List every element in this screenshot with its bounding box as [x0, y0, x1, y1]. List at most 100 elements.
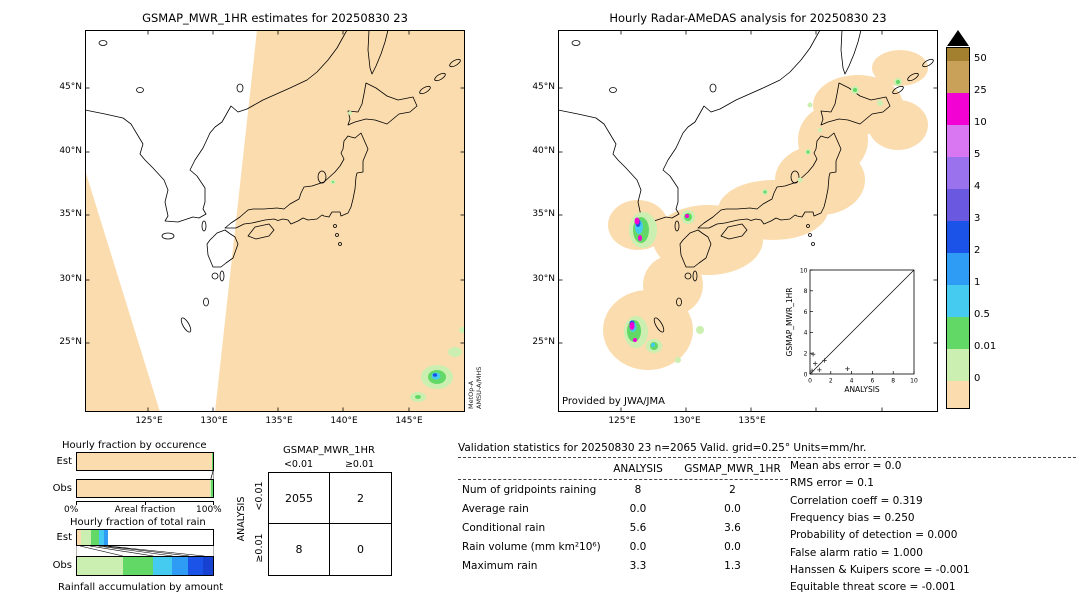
- total-rain-funnel: [76, 546, 214, 556]
- contingency-axis-label: ANALYSIS: [236, 496, 247, 542]
- occurrence-obs-label: Obs: [52, 483, 72, 494]
- inset-diagonal: [809, 269, 915, 375]
- left-lat-35: 35°N: [59, 209, 82, 219]
- axis-tick: [76, 501, 77, 505]
- occurrence-axis-100: 100%: [196, 505, 222, 515]
- stats-divider-header: [458, 479, 788, 480]
- occurrence-est-bar: [76, 452, 214, 471]
- left-lat-40: 40°N: [59, 146, 82, 156]
- right-map-rain-cells: [624, 78, 902, 363]
- stats-row-analysis-value: 0.0: [629, 541, 647, 553]
- stats-row-gsmap-value: 1.3: [724, 560, 741, 572]
- left-lat-25: 25°N: [59, 337, 82, 347]
- svg-text:10: 10: [800, 267, 808, 274]
- occurrence-axis-title: Areal fraction: [114, 505, 176, 515]
- right-lat-30: 30°N: [532, 274, 555, 284]
- stat-mean-abs-error: Mean abs error = 0.0: [790, 460, 902, 472]
- no-coverage-gap: [85, 30, 257, 412]
- svg-text:0: 0: [808, 378, 812, 385]
- left-lat-30: 30°N: [59, 274, 82, 284]
- stats-col-gsmap: GSMAP_MWR_1HR: [684, 463, 781, 475]
- colorbar-labels: 50 25 10 5 4 3 2 1 0.5 0.01 0: [974, 47, 1014, 409]
- total-rain-obs-bar: [76, 556, 214, 576]
- contingency-row-lt: <0.01: [254, 481, 265, 511]
- inset-scatter: 0 2 4 6 8 10 0 2 4 6 8 10 ANALYSIS GSMAP…: [785, 267, 918, 394]
- colorbar-label: 5: [974, 149, 981, 160]
- inset-x-tick-labels: 0 2 4 6 8 10: [808, 378, 918, 385]
- right-map-frame: [558, 30, 938, 412]
- stat-hanssen-kuipers: Hanssen & Kuipers score = -0.001: [790, 564, 970, 576]
- colorbar-overflow-triangle: [947, 30, 969, 46]
- right-lat-45: 45°N: [532, 82, 555, 92]
- left-map-frame: [85, 30, 465, 412]
- light-rain-area: [603, 50, 928, 370]
- left-lat-45: 45°N: [59, 82, 82, 92]
- svg-text:8: 8: [804, 288, 808, 295]
- right-lat-25: 25°N: [532, 337, 555, 347]
- contingency-title: GSMAP_MWR_1HR: [283, 445, 375, 456]
- total-rain-est-bar: [76, 529, 214, 546]
- sensor-label: MetOp-A AMSU-A/MHS: [467, 345, 483, 409]
- contingency-cell-01: 2: [330, 473, 391, 524]
- stat-pod: Probability of detection = 0.000: [790, 529, 958, 541]
- sensor-label-line2: AMSU-A/MHS: [474, 366, 483, 409]
- occurrence-est-label: Est: [56, 456, 72, 467]
- svg-text:2: 2: [804, 351, 808, 358]
- stats-row-analysis-value: 3.3: [629, 560, 647, 572]
- left-map-rain-cells: [330, 111, 465, 402]
- colorbar-label: 0.01: [974, 341, 997, 352]
- stat-frequency-bias: Frequency bias = 0.250: [790, 512, 915, 524]
- svg-text:4: 4: [804, 330, 808, 337]
- total-rain-obs-label: Obs: [52, 560, 72, 571]
- svg-text:2: 2: [829, 378, 833, 385]
- svg-text:6: 6: [870, 378, 874, 385]
- stats-header: Validation statistics for 20250830 23 n=…: [458, 442, 867, 454]
- colorbar: [946, 47, 970, 409]
- svg-text:6: 6: [804, 309, 808, 316]
- right-lat-40: 40°N: [532, 146, 555, 156]
- inset-tick-marks: [809, 269, 915, 375]
- colorbar-label: 1: [974, 277, 981, 288]
- stats-row-analysis-value: 5.6: [629, 522, 647, 534]
- svg-text:4: 4: [850, 378, 854, 385]
- stats-row-gsmap-value: 0.0: [724, 541, 741, 553]
- stats-row-label: Rain volume (mm km²10⁶): [462, 541, 601, 553]
- right-lat-35: 35°N: [532, 209, 555, 219]
- left-lon-130: 130°E: [200, 416, 228, 426]
- occurrence-title: Hourly fraction by occurence: [62, 440, 207, 451]
- right-lon-125: 125°E: [608, 416, 636, 426]
- colorbar-label: 2: [974, 245, 981, 256]
- stat-correlation: Correlation coeff = 0.319: [790, 495, 923, 507]
- contingency-table: 2055 2 8 0: [268, 472, 392, 576]
- colorbar-label: 25: [974, 85, 987, 96]
- stats-row-label: Average rain: [462, 503, 529, 515]
- occurrence-funnel: [210, 471, 214, 480]
- inset-xlabel: ANALYSIS: [844, 385, 880, 394]
- stats-divider-top: [458, 457, 1076, 458]
- stat-equitable-threat: Equitable threat score = -0.001: [790, 581, 956, 593]
- contingency-col-ge: ≥0.01: [344, 459, 375, 470]
- contingency-cell-11: 0: [357, 543, 364, 556]
- stats-col-analysis: ANALYSIS: [613, 463, 663, 475]
- colorbar-label: 0: [974, 373, 981, 384]
- inset-y-tick-labels: 0 2 4 6 8 10: [800, 267, 808, 378]
- left-lon-125: 125°E: [135, 416, 163, 426]
- colorbar-label: 3: [974, 213, 981, 224]
- occurrence-axis-0: 0%: [64, 505, 79, 515]
- stats-row-gsmap-value: 0.0: [724, 503, 741, 515]
- colorbar-label: 50: [974, 53, 987, 64]
- stats-row-gsmap-value: 3.6: [724, 522, 741, 534]
- axis-tick: [145, 501, 146, 505]
- right-map-radar-analysis: 0 2 4 6 8 10 0 2 4 6 8 10 ANALYSIS GSMAP…: [558, 30, 938, 412]
- contingency-col-lt: <0.01: [283, 459, 314, 470]
- left-map-gsmap-estimates: [85, 30, 465, 412]
- stat-far: False alarm ratio = 1.000: [790, 547, 923, 559]
- colorbar-label: 10: [974, 117, 987, 128]
- stats-row-analysis-value: 0.0: [629, 503, 647, 515]
- contingency-cell-10: 8: [269, 524, 330, 575]
- right-map-title: Hourly Radar-AMeDAS analysis for 2025083…: [609, 11, 887, 25]
- stats-row-label: Maximum rain: [462, 560, 538, 572]
- stats-row-label: Conditional rain: [462, 522, 546, 534]
- total-rain-caption: Rainfall accumulation by amount: [58, 582, 224, 593]
